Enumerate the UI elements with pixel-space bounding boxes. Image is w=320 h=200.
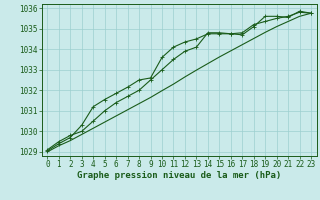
X-axis label: Graphe pression niveau de la mer (hPa): Graphe pression niveau de la mer (hPa) <box>77 171 281 180</box>
